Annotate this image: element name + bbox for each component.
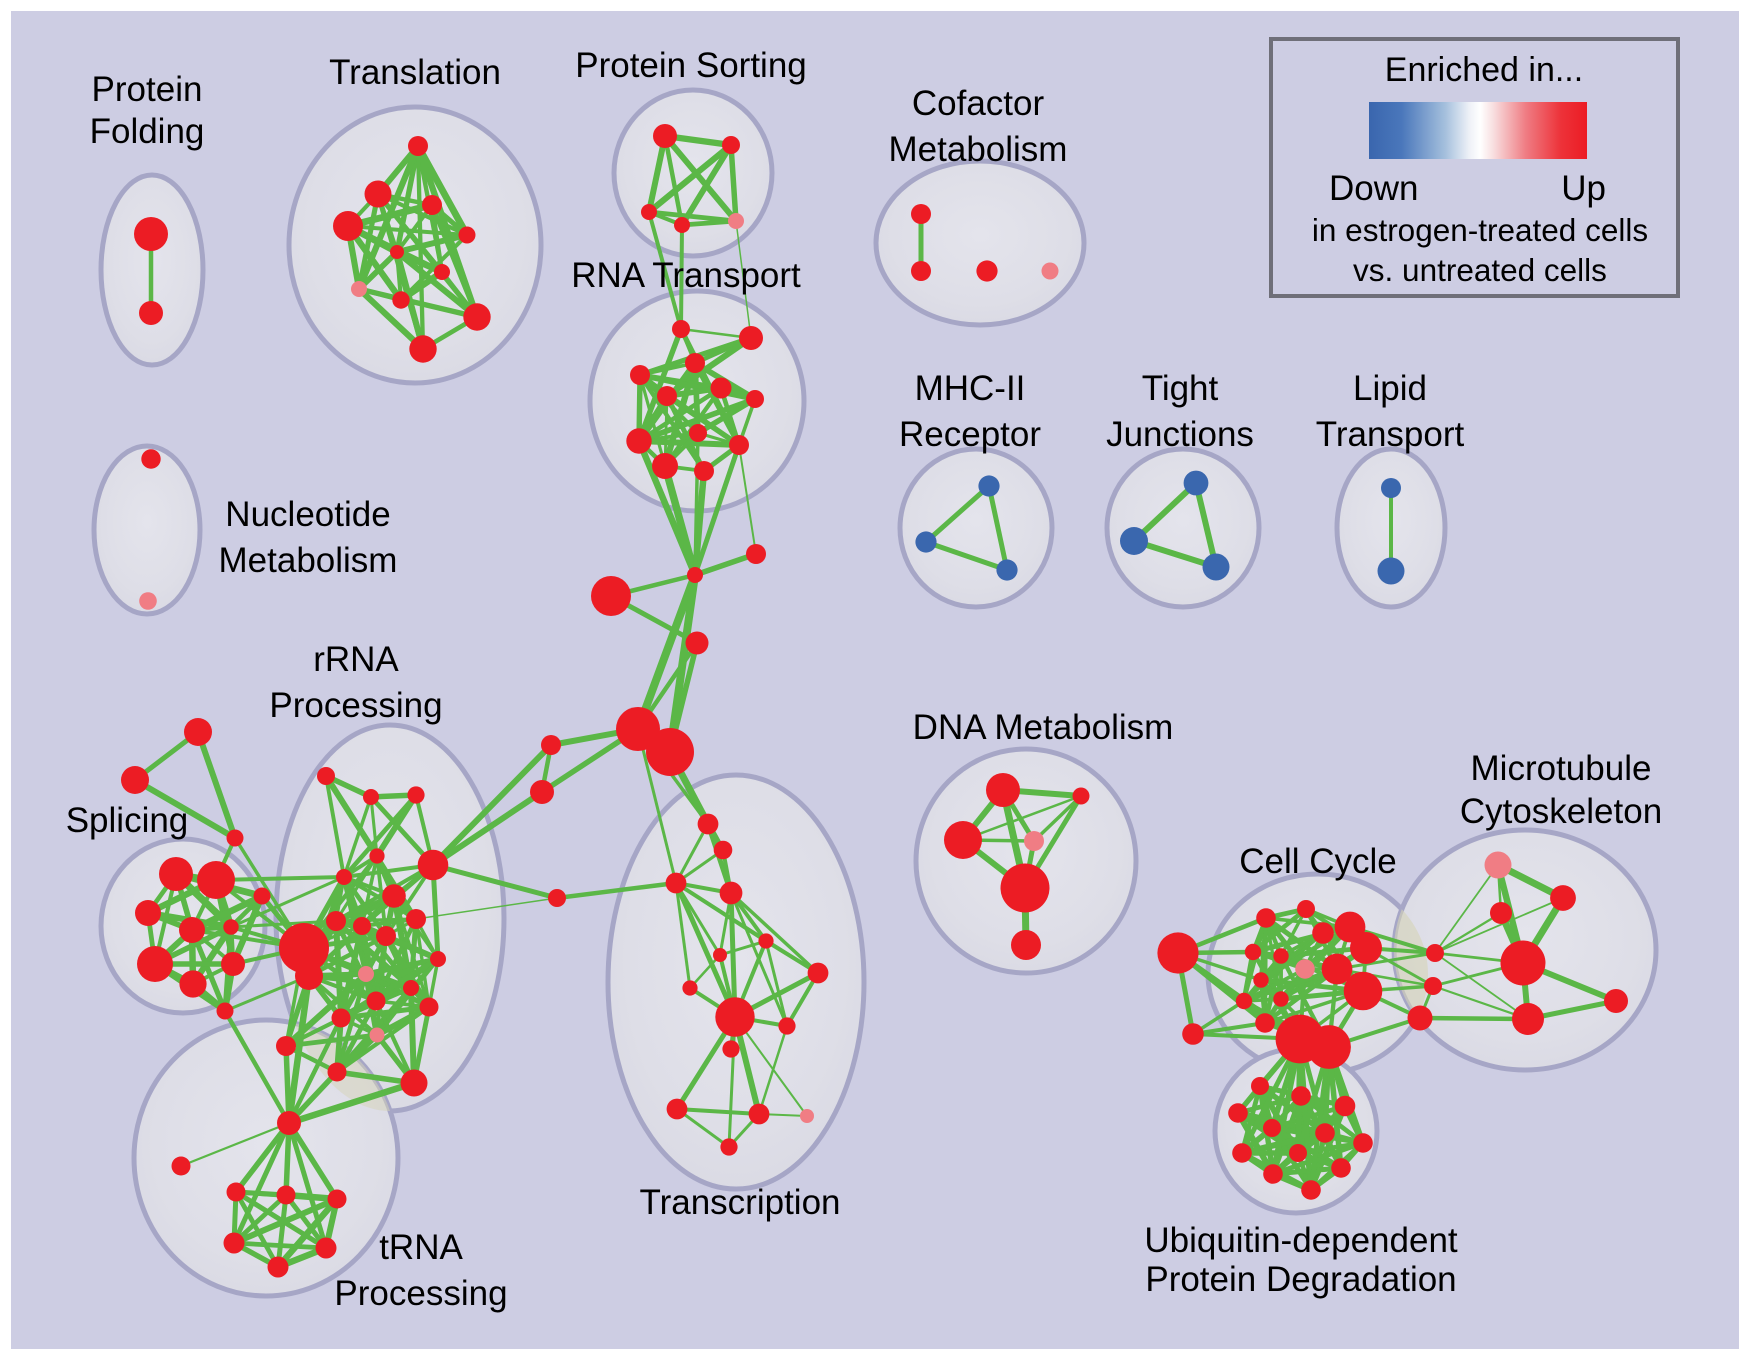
svg-text:Cell Cycle: Cell Cycle [1239,842,1397,881]
svg-text:Receptor: Receptor [899,415,1041,454]
svg-text:Microtubule: Microtubule [1471,749,1652,788]
svg-text:tRNA: tRNA [379,1228,463,1267]
svg-text:Enriched in...: Enriched in... [1385,51,1583,89]
svg-text:DNA Metabolism: DNA Metabolism [913,708,1174,747]
svg-text:Tight: Tight [1142,369,1219,408]
svg-text:Processing: Processing [269,686,442,725]
svg-text:Splicing: Splicing [66,801,189,840]
svg-text:Transport: Transport [1316,415,1465,454]
svg-text:rRNA: rRNA [313,640,399,679]
svg-text:Metabolism: Metabolism [889,130,1068,169]
svg-text:Cytoskeleton: Cytoskeleton [1460,792,1662,831]
svg-text:Protein Sorting: Protein Sorting [575,46,807,85]
svg-text:Ubiquitin-dependent: Ubiquitin-dependent [1144,1221,1458,1260]
svg-text:Protein: Protein [92,70,203,109]
svg-text:Nucleotide: Nucleotide [225,495,390,534]
svg-text:RNA Transport: RNA Transport [571,256,801,295]
svg-text:Up: Up [1561,169,1606,208]
svg-text:Junctions: Junctions [1106,415,1254,454]
svg-text:Down: Down [1329,169,1418,208]
svg-text:in estrogen-treated cells: in estrogen-treated cells [1312,212,1648,248]
svg-text:vs. untreated cells: vs. untreated cells [1353,252,1607,288]
svg-text:Metabolism: Metabolism [219,541,398,580]
svg-text:Protein Degradation: Protein Degradation [1145,1260,1456,1299]
svg-text:MHC-II: MHC-II [915,369,1026,408]
svg-text:Transcription: Transcription [640,1183,841,1222]
svg-text:Folding: Folding [90,112,205,151]
svg-text:Translation: Translation [329,53,501,92]
svg-text:Cofactor: Cofactor [912,84,1045,123]
svg-text:Lipid: Lipid [1353,369,1427,408]
svg-text:Processing: Processing [334,1274,507,1313]
